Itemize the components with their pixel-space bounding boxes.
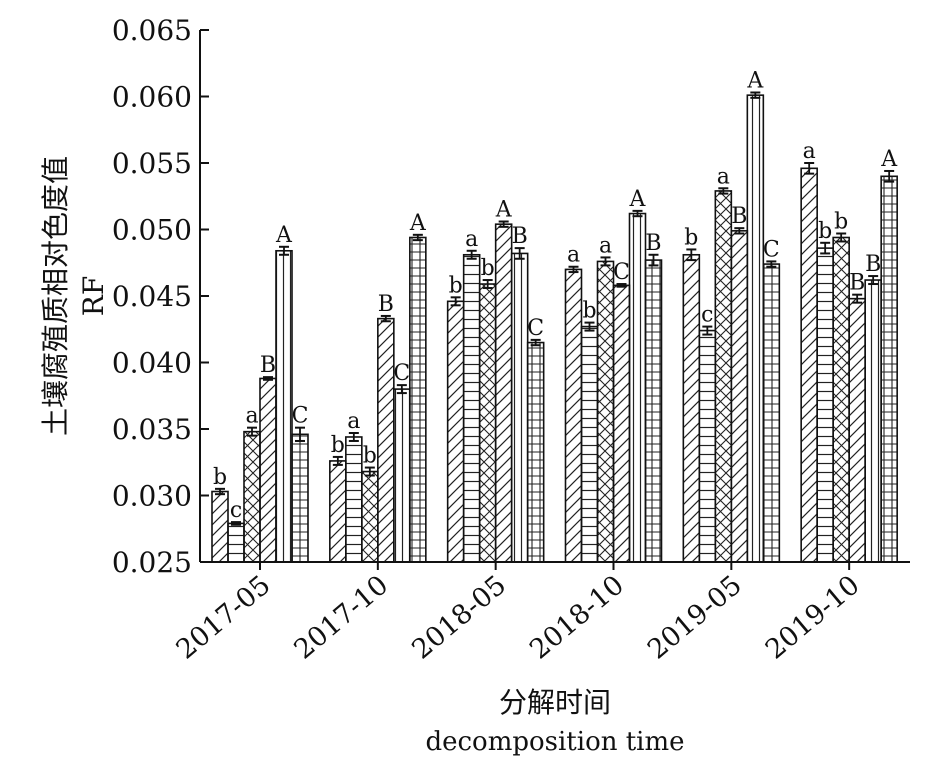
bar-2019-10-s3 [832, 236, 850, 563]
bar-2017-10-s2 [345, 436, 363, 563]
sig-label-2018-05-s3: b [481, 256, 495, 281]
y-tick-label-7: 0.060 [112, 81, 192, 114]
bar-2018-10-s5 [628, 212, 647, 563]
bar-2019-05-s4 [730, 230, 749, 563]
sig-label-2018-10-s4: C [613, 260, 630, 285]
y-tick-label-1: 0.030 [112, 480, 192, 513]
y-tick-label-0: 0.025 [112, 546, 192, 579]
x-tick-label-2019-10: 2019-10 [760, 570, 866, 666]
sig-label-2019-05-s5: A [746, 69, 764, 94]
bar-2017-05-s2 [227, 522, 245, 563]
bar-2018-05-s5 [510, 252, 529, 563]
bar-2017-10-s4 [377, 317, 395, 563]
sig-label-2017-05-s4: B [260, 353, 276, 378]
sig-label-2017-10-s2: a [347, 409, 360, 434]
bar-2017-05-s1 [211, 490, 229, 563]
x-axis-title: 分解时间 [499, 686, 611, 719]
bar-2019-10-s1 [800, 167, 818, 563]
sig-label-2019-05-s1: b [684, 225, 698, 250]
sig-label-2017-10-s6: A [409, 211, 427, 236]
x-ticks: 2017-05 2017-10 2018-05 2018-10 2019-05 2019-… [171, 562, 866, 665]
sig-label-2018-05-s4: A [495, 198, 513, 223]
sig-label-2017-05-s2: c [230, 498, 242, 523]
bar-2019-05-s6 [762, 263, 781, 563]
sig-label-2018-05-s6: C [527, 316, 544, 341]
sig-label-2019-10-s1: a [803, 139, 816, 164]
sig-label-2017-05-s6: C [292, 404, 309, 429]
y-axis-title: 土壤腐殖质相对色度值 [39, 156, 72, 436]
y-tick-label-2: 0.035 [112, 413, 192, 446]
x-axis-title-en: decomposition time [425, 727, 684, 757]
error-bars-layer [215, 91, 895, 526]
sig-label-2019-05-s4: B [731, 204, 747, 229]
x-tick-label-2017-05: 2017-05 [171, 570, 277, 666]
sig-label-2019-10-s6: A [880, 147, 898, 172]
sig-label-2018-10-s5: A [629, 187, 647, 212]
bar-2019-10-s6 [880, 175, 898, 563]
x-tick-label-2018-10: 2018-10 [524, 570, 630, 666]
sig-label-2019-05-s3: a [717, 164, 730, 189]
sig-label-2018-10-s3: a [599, 233, 612, 258]
bar-2017-10-s5 [393, 388, 411, 563]
sig-label-2019-10-s5: B [865, 252, 881, 277]
bar-2018-05-s6 [526, 341, 545, 563]
sig-label-2017-10-s3: b [363, 444, 377, 469]
bar-2018-10-s4 [612, 284, 631, 563]
y-tick-label-6: 0.055 [112, 147, 192, 180]
y-tick-label-3: 0.040 [112, 347, 192, 380]
y-tick-label-8: 0.065 [112, 14, 192, 47]
bar-2019-10-s4 [848, 297, 866, 563]
sig-label-2017-10-s5: C [393, 361, 410, 386]
bar-2019-05-s2 [698, 329, 717, 563]
sig-label-2017-05-s1: b [213, 465, 227, 490]
y-axis-title-en: RF [77, 276, 110, 317]
bar-2019-10-s2 [816, 247, 834, 563]
sig-label-2018-05-s1: b [449, 273, 463, 298]
sig-label-2017-05-s5: A [275, 223, 293, 248]
bar-2017-10-s3 [361, 470, 379, 563]
y-tick-label-5: 0.050 [112, 214, 192, 247]
bar-2017-10-s1 [329, 460, 347, 563]
bar-2018-10-s6 [644, 259, 663, 563]
bar-2018-10-s1 [564, 268, 583, 563]
y-tick-label-4: 0.045 [112, 280, 192, 313]
bar-2019-05-s3 [714, 190, 733, 563]
x-tick-label-2018-05: 2018-05 [406, 570, 512, 666]
bar-2017-05-s5 [275, 249, 293, 563]
bar-2019-10-s5 [864, 279, 882, 563]
bar-2017-05-s4 [259, 377, 277, 563]
sig-label-2018-10-s1: a [567, 243, 580, 268]
sig-label-2019-10-s2: b [818, 219, 832, 244]
sig-label-2019-10-s3: b [834, 209, 848, 234]
sig-label-2019-10-s4: B [849, 271, 865, 296]
bar-2018-05-s4 [494, 223, 513, 563]
sig-label-2019-05-s6: C [763, 237, 780, 262]
sig-label-2018-05-s2: a [465, 227, 478, 252]
sig-label-2017-05-s3: a [245, 404, 258, 429]
bar-2018-05-s2 [462, 253, 481, 563]
x-tick-label-2019-05: 2019-05 [642, 570, 748, 666]
sig-label-2018-05-s5: B [512, 224, 528, 249]
sig-label-2017-10-s1: b [331, 433, 345, 458]
bar-2019-05-s5 [746, 94, 765, 563]
bar-2018-05-s1 [446, 300, 465, 563]
y-ticks: 0.025 0.030 0.035 0.040 0.045 0.050 0.055 0.060… [112, 14, 209, 579]
sig-label-2019-05-s2: c [701, 303, 713, 328]
bar-2018-10-s2 [580, 325, 599, 563]
x-tick-label-2017-10: 2017-10 [288, 570, 394, 666]
bars-layer [211, 94, 898, 563]
bar-2017-05-s6 [291, 433, 309, 563]
bar-2018-10-s3 [596, 260, 615, 563]
sig-label-2018-10-s6: B [645, 231, 661, 256]
sig-label-2018-10-s2: b [582, 299, 596, 324]
sig-label-2017-10-s4: B [378, 292, 394, 317]
bar-2017-10-s6 [409, 236, 427, 563]
bar-2017-05-s3 [243, 430, 261, 563]
bar-2018-05-s3 [478, 283, 497, 563]
bar-2019-05-s1 [682, 253, 701, 563]
